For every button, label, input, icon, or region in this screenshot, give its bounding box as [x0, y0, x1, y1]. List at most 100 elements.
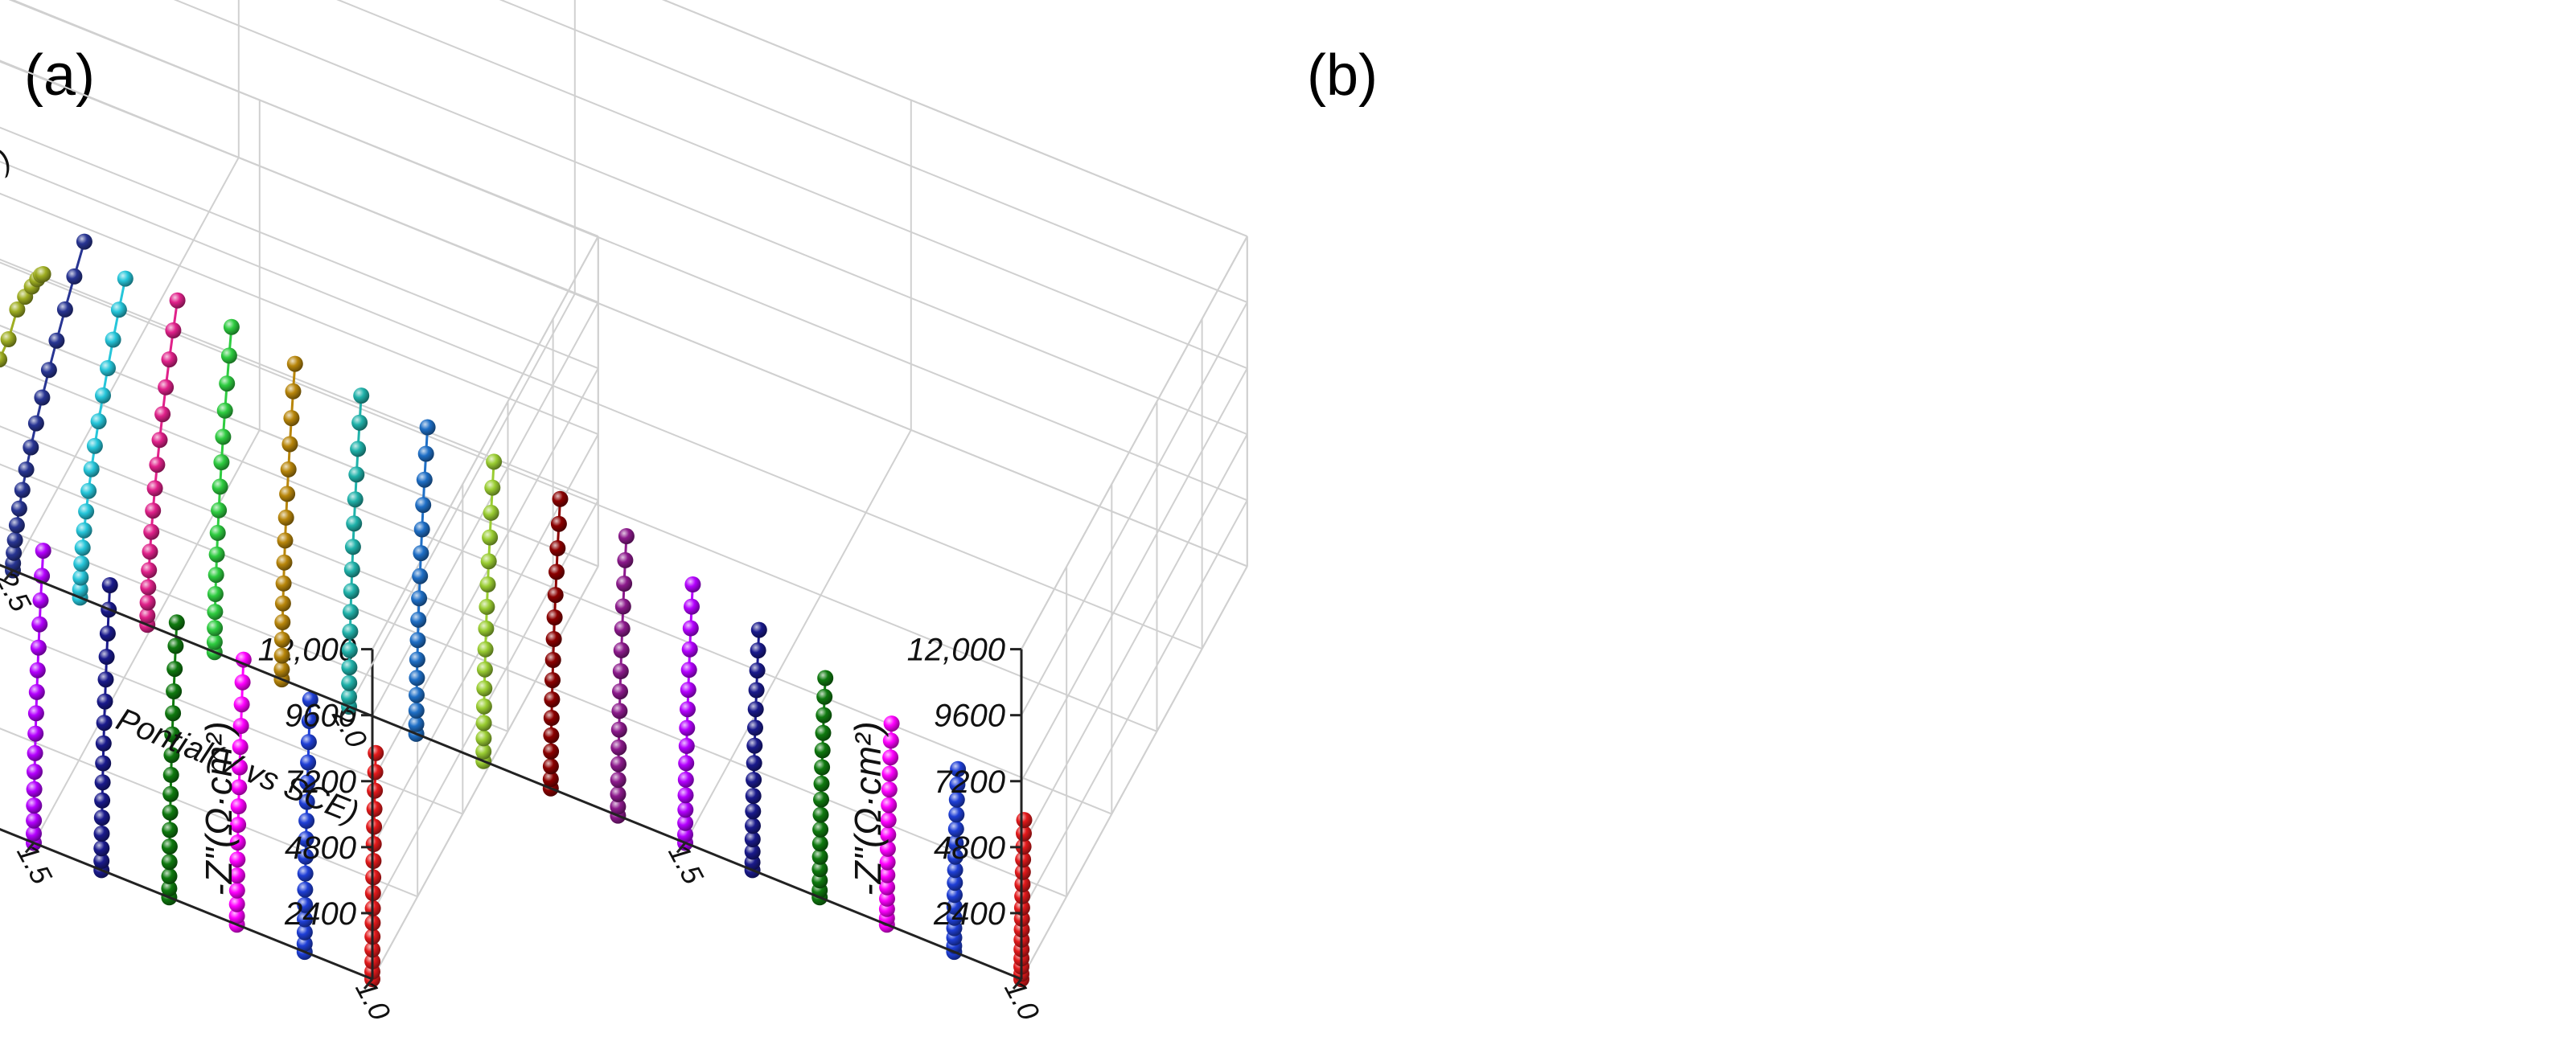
data-point [610, 785, 627, 802]
data-point [879, 840, 896, 857]
data-point [617, 551, 634, 568]
gridline [0, 463, 1067, 898]
data-point [97, 671, 114, 688]
data-point [343, 583, 359, 600]
data-point [299, 774, 316, 791]
data-point [677, 787, 694, 804]
data-point [815, 724, 832, 741]
data-point [276, 554, 293, 571]
data-point [682, 620, 699, 637]
data-point [300, 754, 317, 771]
series-1.5 [677, 576, 701, 851]
data-point [74, 539, 91, 556]
data-point [749, 662, 766, 679]
data-point [612, 683, 628, 700]
data-point [149, 457, 166, 473]
data-point [72, 569, 89, 586]
data-point [280, 461, 297, 478]
data-point [1016, 812, 1033, 829]
data-point [546, 609, 563, 625]
data-point [117, 270, 134, 287]
data-point [366, 801, 383, 818]
data-point [482, 529, 499, 546]
gridline [1021, 367, 1248, 782]
data-point [747, 719, 763, 736]
data-point [165, 322, 182, 338]
x-tick-label: 1.0 [349, 974, 397, 1025]
gridline [499, 0, 1248, 304]
z-tick-label: 12,000 [258, 633, 356, 668]
data-point [947, 834, 964, 851]
data-point [408, 715, 425, 732]
frame-edge [662, 0, 1248, 237]
data-point [232, 739, 249, 756]
data-point [26, 812, 43, 829]
data-point [744, 831, 761, 847]
data-point [679, 719, 696, 736]
data-point [297, 896, 314, 913]
data-point [141, 562, 158, 579]
gridline [0, 59, 1248, 568]
data-point [677, 826, 693, 843]
data-point [677, 814, 694, 831]
series-group [26, 543, 384, 987]
data-point [365, 836, 382, 852]
data-point [27, 725, 44, 742]
data-point [93, 826, 110, 842]
series-1.2 [228, 651, 252, 933]
gridline [1021, 499, 1248, 914]
data-point [680, 662, 697, 678]
data-point [351, 414, 368, 431]
data-point [880, 812, 897, 829]
gridline [1021, 301, 1248, 716]
gridline [1021, 433, 1248, 848]
data-point [296, 935, 313, 952]
data-point [151, 432, 168, 449]
gridline [12, 157, 240, 571]
data-point [476, 680, 493, 697]
data-point [613, 641, 630, 658]
y-axis-title: Z'(Ω·cm²) [0, 143, 17, 234]
data-point [368, 744, 384, 761]
data-point [274, 614, 291, 630]
z-axis-title: -Z"(Ω·cm²) [847, 721, 889, 896]
data-point [9, 301, 26, 318]
data-point [301, 713, 318, 729]
data-point [814, 759, 831, 776]
data-point [10, 500, 27, 517]
data-point [611, 703, 628, 719]
data-point [86, 437, 103, 454]
z-tick-label: 4800 [285, 830, 356, 866]
data-point [409, 632, 426, 649]
data-point [154, 406, 171, 423]
data-point [350, 441, 367, 457]
data-point [552, 490, 569, 507]
data-point [27, 764, 43, 780]
series-2.4 [72, 270, 134, 606]
series-1 [1013, 812, 1033, 987]
data-point [275, 575, 292, 592]
data-point [142, 543, 158, 560]
data-point [207, 604, 224, 621]
data-point [229, 834, 246, 851]
data-point [26, 797, 43, 814]
data-point [6, 531, 23, 548]
data-point [298, 813, 315, 829]
data-point [207, 567, 224, 584]
data-point [298, 848, 314, 865]
data-point [610, 756, 627, 773]
data-point [165, 705, 182, 722]
data-point [235, 651, 252, 668]
gridline [173, 0, 1248, 436]
data-point [169, 292, 186, 309]
data-point [76, 522, 92, 539]
data-point [947, 875, 963, 891]
data-point [543, 727, 560, 744]
grid-lines [0, 0, 1248, 980]
data-point [228, 908, 245, 924]
data-point [283, 410, 300, 427]
data-point [748, 682, 765, 699]
data-point [99, 625, 116, 642]
data-point [746, 755, 762, 772]
